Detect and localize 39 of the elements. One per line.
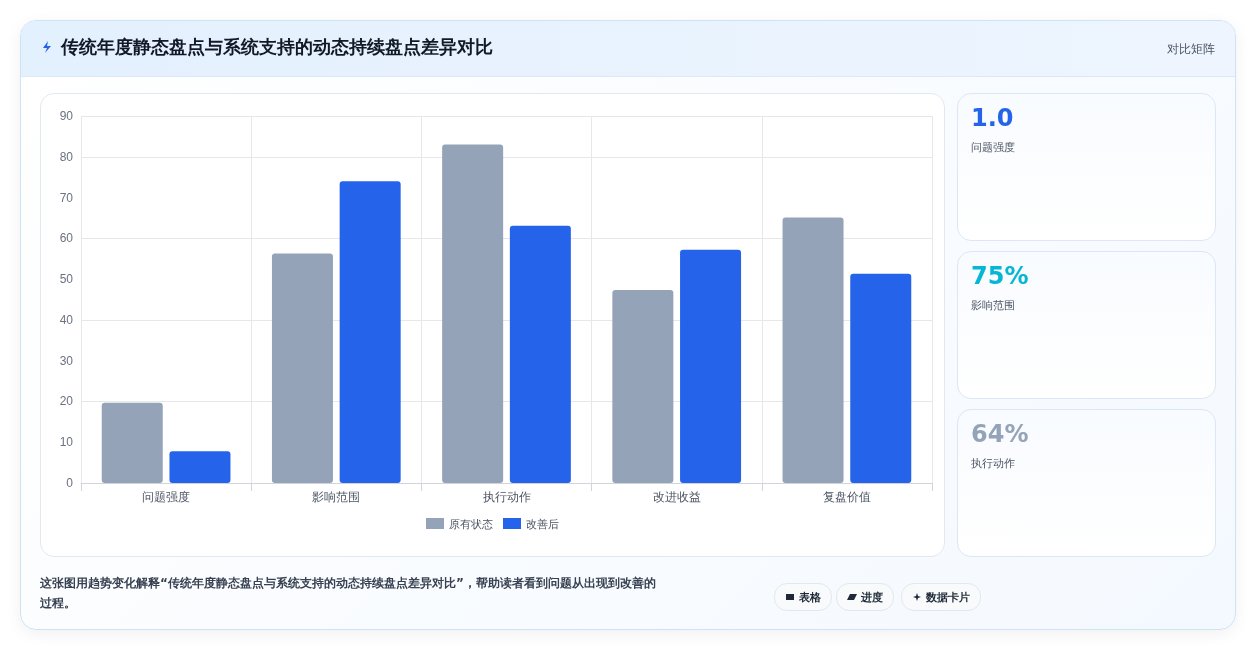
x-tick-label: 复盘价值 [822,490,871,504]
text: 1.0 [971,104,1014,132]
bar [271,253,333,483]
text: 问题强度 [971,140,1015,155]
x-tick-label: 执行动作 [482,490,531,504]
y-tick-label: 90 [59,109,74,123]
x-tick-label: 改进收益 [652,490,701,504]
text: 对比矩阵 [1167,41,1215,58]
text: 执行动作 [971,456,1015,471]
legend-label: 改善后 [526,517,559,530]
bar [169,451,231,483]
bar [612,290,674,483]
text: 表格 [799,589,821,605]
bar [339,181,401,483]
y-tick-label: 70 [59,190,74,205]
bar [101,402,163,483]
text: 进度 [861,589,883,605]
y-tick-label: 0 [66,476,74,490]
text: 数据卡片 [926,589,970,605]
bar [850,273,912,483]
y-tick-label: 20 [59,394,74,409]
y-tick-label: 40 [59,312,74,327]
legend-label: 原有状态 [449,517,493,530]
bar [680,249,742,483]
bar [442,144,504,483]
text: 影响范围 [971,298,1015,313]
bar [509,225,571,483]
y-tick-label: 50 [59,272,74,287]
text: 64% [971,420,1029,448]
bar [782,217,844,483]
y-tick-label: 80 [59,149,74,164]
text: 75% [971,262,1029,290]
y-tick-label: 30 [59,353,74,368]
chart-title: 传统年度静态盘点与系统支持的动态持续盘点差异对比 [61,35,493,59]
text: 这张图用趋势变化解释“传统年度静态盘点与系统支持的动态持续盘点差异对比”，帮助读者看到问题从出现到改善的过程。 [40,575,657,612]
y-tick-label: 10 [59,435,74,450]
y-tick-label: 60 [59,231,74,246]
x-tick-label: 问题强度 [142,490,191,504]
x-tick-label: 影响范围 [312,490,361,504]
